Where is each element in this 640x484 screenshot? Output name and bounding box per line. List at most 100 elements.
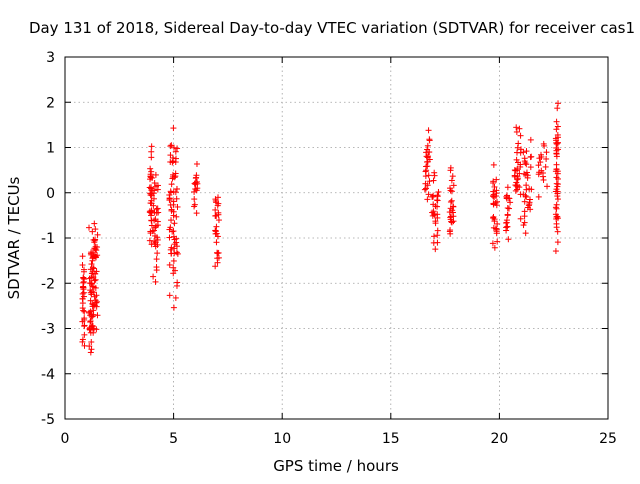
data-point: [80, 307, 87, 314]
data-point: [166, 261, 173, 268]
data-point: [506, 195, 513, 202]
data-point: [212, 196, 219, 203]
data-point: [504, 223, 511, 230]
data-point: [490, 161, 497, 168]
data-point: [527, 164, 534, 171]
data-point: [555, 134, 562, 141]
data-point: [447, 205, 454, 212]
data-point: [543, 155, 550, 162]
data-point: [91, 277, 98, 284]
data-point: [503, 193, 510, 200]
data-point: [448, 219, 455, 226]
data-point: [450, 182, 457, 189]
y-tick-label: -2: [41, 276, 55, 292]
data-point: [554, 239, 561, 246]
data-point: [80, 268, 87, 275]
data-point: [540, 140, 547, 147]
x-tick-label: 20: [490, 431, 508, 447]
data-point: [153, 256, 160, 263]
data-point: [191, 188, 198, 195]
data-point: [168, 142, 175, 149]
data-point: [448, 197, 455, 204]
data-point: [168, 250, 175, 257]
data-point: [93, 247, 100, 254]
data-point: [212, 263, 219, 270]
data-point: [536, 155, 543, 162]
data-point: [553, 166, 560, 173]
data-point: [527, 206, 534, 213]
data-point: [91, 302, 98, 309]
data-point: [154, 222, 161, 229]
x-tick-label: 10: [273, 431, 291, 447]
data-point: [432, 203, 439, 210]
data-point: [514, 186, 521, 193]
data-point: [528, 153, 535, 160]
data-point: [494, 198, 501, 205]
data-point: [536, 169, 543, 176]
data-point: [491, 183, 498, 190]
data-point: [448, 177, 455, 184]
data-point: [173, 213, 180, 220]
data-point: [523, 169, 530, 176]
data-point: [425, 172, 432, 179]
data-point: [513, 183, 520, 190]
data-point: [151, 238, 158, 245]
data-point: [554, 190, 561, 197]
data-point: [213, 223, 220, 230]
data-point: [447, 185, 454, 192]
data-point: [554, 123, 561, 130]
data-point: [526, 201, 533, 208]
data-point: [490, 200, 497, 207]
data-point: [91, 237, 98, 244]
data-point: [513, 156, 520, 163]
data-point: [431, 233, 438, 240]
data-point: [503, 217, 510, 224]
data-point: [521, 198, 528, 205]
data-point: [172, 294, 179, 301]
data-point: [447, 214, 454, 221]
data-point: [85, 309, 92, 316]
data-point: [191, 203, 198, 210]
data-point: [215, 249, 222, 256]
data-point: [166, 191, 173, 198]
data-point: [448, 218, 455, 225]
data-point: [81, 308, 88, 315]
data-point: [554, 228, 561, 235]
data-point: [424, 154, 431, 161]
data-point: [79, 295, 86, 302]
data-point: [521, 155, 528, 162]
y-tick-label: -1: [41, 231, 55, 247]
data-point: [172, 170, 179, 177]
data-point: [491, 244, 498, 251]
data-point: [554, 139, 561, 146]
data-point: [426, 178, 433, 185]
data-point: [81, 315, 88, 322]
data-point: [447, 164, 454, 171]
data-point: [170, 304, 177, 311]
data-point: [89, 228, 96, 235]
data-points: [79, 100, 562, 356]
data-point: [174, 250, 181, 257]
data-point: [80, 278, 87, 285]
data-point: [79, 336, 86, 343]
data-point: [493, 228, 500, 235]
data-point: [435, 188, 442, 195]
data-point: [426, 136, 433, 143]
data-point: [553, 126, 560, 133]
data-point: [152, 243, 159, 250]
data-point: [167, 158, 174, 165]
data-point: [514, 165, 521, 172]
data-point: [91, 325, 98, 332]
data-point: [150, 195, 157, 202]
data-point: [148, 154, 155, 161]
data-point: [147, 165, 154, 172]
data-point: [431, 169, 438, 176]
data-point: [521, 219, 528, 226]
data-point: [92, 284, 99, 291]
data-point: [540, 173, 547, 180]
data-point: [173, 185, 180, 192]
y-tick-label: 0: [46, 186, 55, 202]
data-point: [149, 174, 156, 181]
data-point: [153, 234, 160, 241]
x-tick-label: 0: [61, 431, 70, 447]
